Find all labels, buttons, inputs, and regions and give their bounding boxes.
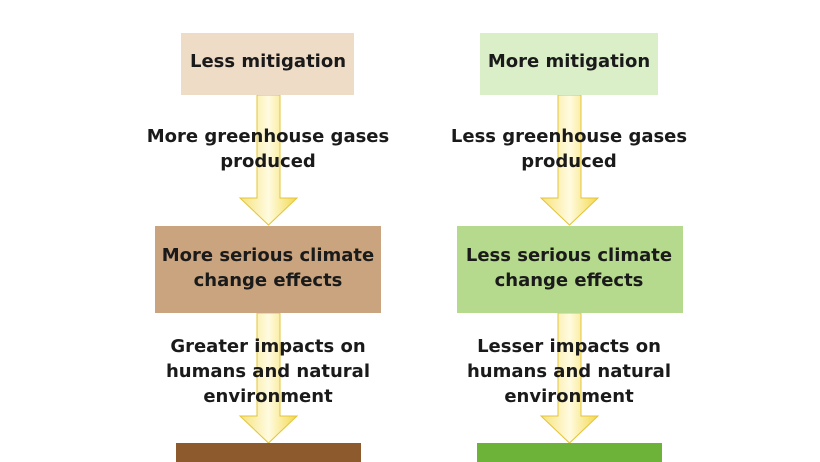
node-box bbox=[155, 226, 381, 313]
node-label: change effects bbox=[194, 270, 343, 291]
node-label: Less mitigation bbox=[190, 51, 346, 72]
node-label: More serious climate bbox=[162, 245, 374, 266]
node-label: More mitigation bbox=[488, 51, 650, 72]
arrow bbox=[238, 312, 299, 444]
edge-label: Lesser impacts on bbox=[477, 336, 661, 357]
node-box bbox=[181, 33, 354, 95]
edge-label: More greenhouse gases bbox=[147, 126, 389, 147]
node-label: Less serious climate bbox=[466, 245, 672, 266]
edge-label: produced bbox=[521, 151, 617, 172]
edge-label: environment bbox=[203, 386, 333, 407]
edge-label: environment bbox=[504, 386, 634, 407]
node-box bbox=[480, 33, 658, 95]
edge-label: Greater impacts on bbox=[170, 336, 365, 357]
arrow bbox=[539, 94, 600, 226]
node-box bbox=[477, 443, 662, 462]
edge-label: humans and natural bbox=[467, 361, 671, 382]
edge-label: humans and natural bbox=[166, 361, 370, 382]
node-box bbox=[176, 443, 361, 462]
edge-label: produced bbox=[220, 151, 316, 172]
node-label: change effects bbox=[495, 270, 644, 291]
edge-label: Less greenhouse gases bbox=[451, 126, 687, 147]
node-box bbox=[457, 226, 683, 313]
arrow bbox=[238, 94, 299, 226]
arrow bbox=[539, 312, 600, 444]
